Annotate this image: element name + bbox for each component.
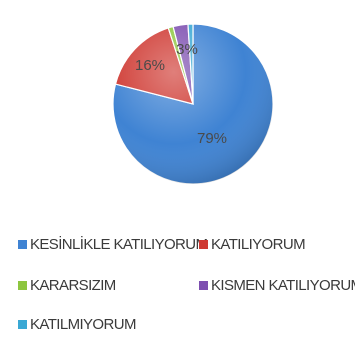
pie-chart: 79% 16% 3% bbox=[112, 23, 274, 185]
legend-item-2: KARARSIZIM bbox=[18, 277, 116, 294]
slice-label-1: 16% bbox=[135, 57, 165, 74]
legend-item-3: KISMEN KATILIYORUM bbox=[199, 277, 355, 294]
legend-label-3: KISMEN KATILIYORUM bbox=[211, 277, 355, 294]
legend-item-0: KESİNLİKLE KATILIYORUM bbox=[18, 236, 208, 253]
slice-label-3: 3% bbox=[176, 41, 198, 58]
legend-label-4: KATILMIYORUM bbox=[30, 316, 136, 333]
legend-label-1: KATILIYORUM bbox=[211, 236, 306, 253]
legend-swatch-1 bbox=[199, 240, 208, 249]
legend-label-0: KESİNLİKLE KATILIYORUM bbox=[30, 236, 208, 253]
slice-label-0: 79% bbox=[197, 130, 227, 147]
legend-label-2: KARARSIZIM bbox=[30, 277, 116, 294]
legend-item-1: KATILIYORUM bbox=[199, 236, 306, 253]
legend-item-4: KATILMIYORUM bbox=[18, 316, 136, 333]
legend-swatch-3 bbox=[199, 281, 208, 290]
legend-swatch-4 bbox=[18, 320, 27, 329]
legend-swatch-0 bbox=[18, 240, 27, 249]
legend-swatch-2 bbox=[18, 281, 27, 290]
